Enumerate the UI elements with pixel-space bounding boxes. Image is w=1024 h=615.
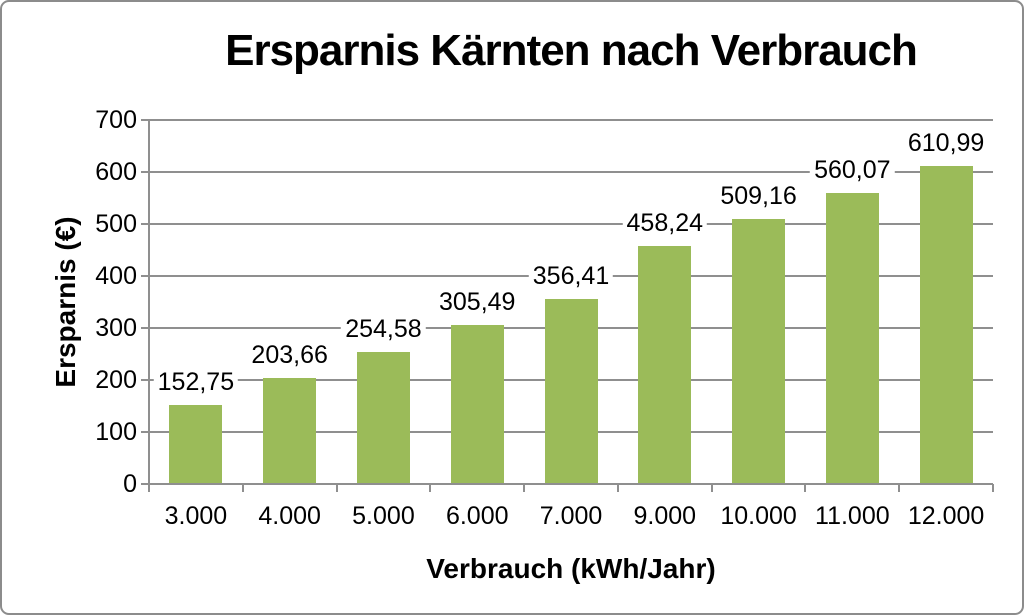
chart-title: Ersparnis Kärnten nach Verbrauch xyxy=(225,26,918,75)
x-tick-label: 11.000 xyxy=(815,502,890,530)
y-tick-label: 100 xyxy=(95,418,137,446)
x-tick-label: 4.000 xyxy=(258,502,321,530)
bar xyxy=(169,404,223,484)
bar-value-label: 305,49 xyxy=(434,287,520,318)
y-tick-label: 400 xyxy=(95,262,137,290)
x-axis-tick xyxy=(148,484,150,492)
x-tick-label: 12.000 xyxy=(907,502,985,530)
bar-value-label: 560,07 xyxy=(810,154,895,185)
bar xyxy=(919,166,973,484)
y-axis-tick xyxy=(141,171,149,173)
bar-value-label: 458,24 xyxy=(622,207,707,238)
y-axis-tick xyxy=(141,275,149,277)
y-tick-label: 600 xyxy=(95,158,137,186)
x-axis-line xyxy=(141,483,993,485)
x-axis-tick xyxy=(335,484,338,492)
y-tick-label: 200 xyxy=(95,366,137,394)
bar xyxy=(732,219,786,484)
x-axis-tick xyxy=(804,484,807,492)
bar-value-label: 152,75 xyxy=(153,366,239,397)
x-tick-label: 3.000 xyxy=(164,502,228,530)
x-tick-label: 9.000 xyxy=(633,502,697,530)
bar-value-label: 356,41 xyxy=(528,260,614,291)
y-tick-label: 700 xyxy=(95,106,137,134)
bar xyxy=(544,298,598,484)
x-axis-tick xyxy=(523,484,526,492)
bar-value-label: 509,16 xyxy=(716,181,801,212)
x-tick-label: 10.000 xyxy=(720,502,797,530)
y-axis-tick xyxy=(141,223,149,225)
y-axis-tick xyxy=(141,431,149,433)
x-axis-tick xyxy=(710,484,713,492)
bar xyxy=(638,245,692,484)
bar xyxy=(356,351,410,484)
y-tick-label: 500 xyxy=(95,210,137,238)
bar xyxy=(263,378,317,484)
y-axis-line xyxy=(148,120,150,484)
y-axis-tick xyxy=(141,483,149,485)
bar-value-label: 203,66 xyxy=(247,340,332,371)
bar xyxy=(450,325,504,484)
y-axis-tick xyxy=(141,327,149,329)
y-tick-label: 300 xyxy=(95,314,137,342)
bar-value-label: 254,58 xyxy=(341,313,426,344)
bar-value-label: 610,99 xyxy=(903,128,989,159)
gridline xyxy=(149,223,993,225)
y-axis-tick xyxy=(141,379,149,381)
x-axis-tick xyxy=(898,484,901,492)
x-tick-label: 7.000 xyxy=(539,502,603,530)
y-axis-title: Ersparnis (€) xyxy=(50,216,81,388)
bar xyxy=(825,192,879,484)
gridline xyxy=(149,119,993,121)
x-tick-label: 5.000 xyxy=(352,502,415,530)
x-axis-tick xyxy=(241,484,244,492)
y-axis-tick xyxy=(141,119,149,121)
y-tick-label: 0 xyxy=(123,470,137,498)
x-axis-tick xyxy=(429,484,432,492)
x-tick-label: 6.000 xyxy=(445,502,509,530)
x-axis-title: Verbrauch (kWh/Jahr) xyxy=(426,553,716,584)
x-axis-tick xyxy=(616,484,619,492)
gridline xyxy=(149,171,993,173)
x-axis-tick xyxy=(992,484,994,492)
